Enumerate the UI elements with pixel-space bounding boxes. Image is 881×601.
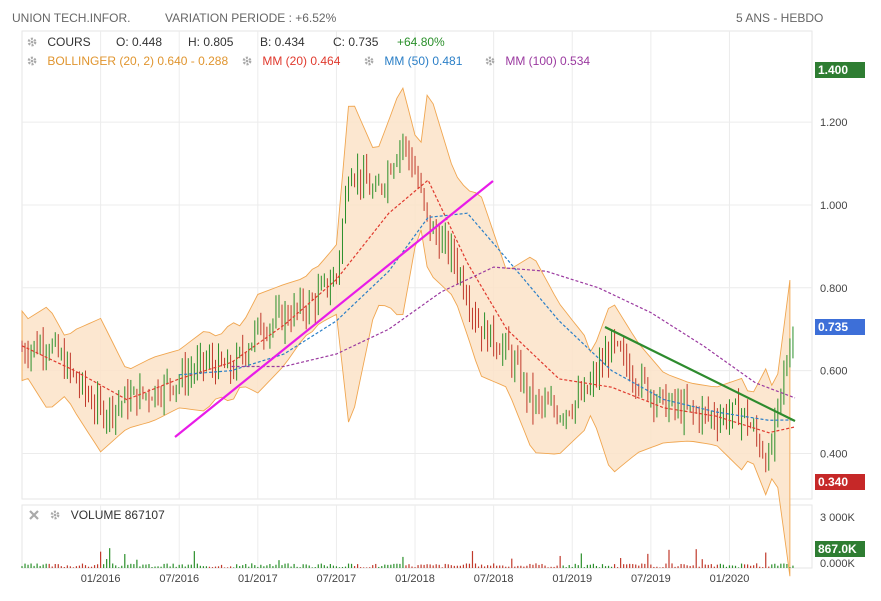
period-variation: VARIATION PERIODE : +6.52%	[165, 11, 337, 25]
gear-icon[interactable]	[26, 55, 38, 67]
x-tick-label: 01/2019	[552, 573, 592, 585]
legend-mm100[interactable]: MM (100) 0.534	[484, 54, 590, 68]
close-icon[interactable]	[28, 509, 40, 521]
gear-icon[interactable]	[49, 509, 61, 521]
price-tag-last: 0.735	[815, 319, 865, 335]
trendline-up	[174, 180, 494, 438]
price-tag-high: 1.400	[815, 62, 865, 78]
mm50-label: MM (50)	[384, 54, 430, 68]
x-tick-label: 01/2017	[238, 573, 278, 585]
bollinger-band	[21, 87, 791, 577]
grid-lines	[22, 31, 812, 568]
x-tick-label: 01/2016	[81, 573, 121, 585]
legend-bollinger[interactable]: BOLLINGER (20, 2) 0.640 - 0.288	[26, 54, 228, 68]
bollinger-label: BOLLINGER (20, 2)	[47, 54, 155, 68]
legend-mm20[interactable]: MM (20) 0.464	[241, 54, 340, 68]
gear-icon[interactable]	[26, 36, 38, 48]
volume-bars	[21, 548, 794, 568]
mm100-label: MM (100)	[505, 54, 557, 68]
volume-value: 867107	[124, 508, 165, 522]
gear-icon[interactable]	[484, 55, 496, 67]
volume-axis-max: 3 000K	[820, 512, 855, 524]
ohlc-open: O: 0.448	[116, 35, 163, 49]
volume-tag: 867.0K	[815, 541, 865, 557]
ohlc-change: +64.80%	[397, 35, 445, 49]
x-tick-label: 01/2020	[710, 573, 750, 585]
mm50-value: 0.481	[432, 54, 463, 68]
price-tag-low: 0.340	[815, 474, 865, 490]
gear-icon[interactable]	[241, 55, 253, 67]
mm100-value: 0.534	[560, 54, 591, 68]
moving-averages	[21, 179, 796, 434]
gear-icon[interactable]	[363, 55, 375, 67]
volume-axis-min: 0.000K	[820, 558, 855, 570]
ohlc-row: COURS	[26, 35, 91, 49]
legend-mm50[interactable]: MM (50) 0.481	[363, 54, 462, 68]
ohlc-low: B: 0.434	[260, 35, 305, 49]
trendline-down	[604, 326, 796, 422]
y-tick-label: 1.000	[820, 200, 848, 212]
volume-label: VOLUME	[70, 508, 122, 522]
mm50-line	[179, 212, 796, 421]
x-tick-label: 01/2018	[395, 573, 435, 585]
header-bar: UNION TECH.INFOR. VARIATION PERIODE : +6…	[0, 0, 881, 30]
instrument-title: UNION TECH.INFOR.	[12, 11, 131, 25]
x-tick-label: 07/2017	[317, 573, 357, 585]
bollinger-bands	[21, 87, 791, 577]
mm20-label: MM (20)	[262, 54, 308, 68]
y-axis-ticks: 0.400 0.600 0.800 1.000 1.200	[820, 117, 848, 460]
mm20-value: 0.464	[310, 54, 341, 68]
volume-header: VOLUME 867107	[28, 508, 165, 522]
ohlc-high: H: 0.805	[188, 35, 234, 49]
x-tick-label: 07/2019	[631, 573, 671, 585]
mm100-line	[231, 266, 796, 399]
ohlc-close: C: 0.735	[333, 35, 379, 49]
period-selector[interactable]: 5 ANS - HEBDO	[736, 11, 824, 25]
price-panel-frame	[21, 30, 813, 500]
ohlc-bars	[21, 133, 794, 473]
y-tick-label: 1.200	[820, 117, 848, 129]
bollinger-values: 0.640 - 0.288	[157, 54, 229, 68]
x-tick-label: 07/2018	[474, 573, 514, 585]
x-axis-ticks: 01/2016 07/2016 01/2017 07/2017 01/2018 07/20…	[81, 573, 750, 585]
y-tick-label: 0.600	[820, 366, 848, 378]
y-tick-label: 0.400	[820, 448, 848, 460]
volume-panel-frame	[21, 504, 813, 569]
ohlc-label: COURS	[47, 35, 91, 49]
mm20-line	[21, 179, 796, 434]
x-tick-label: 07/2016	[159, 573, 199, 585]
y-tick-label: 0.800	[820, 283, 848, 295]
